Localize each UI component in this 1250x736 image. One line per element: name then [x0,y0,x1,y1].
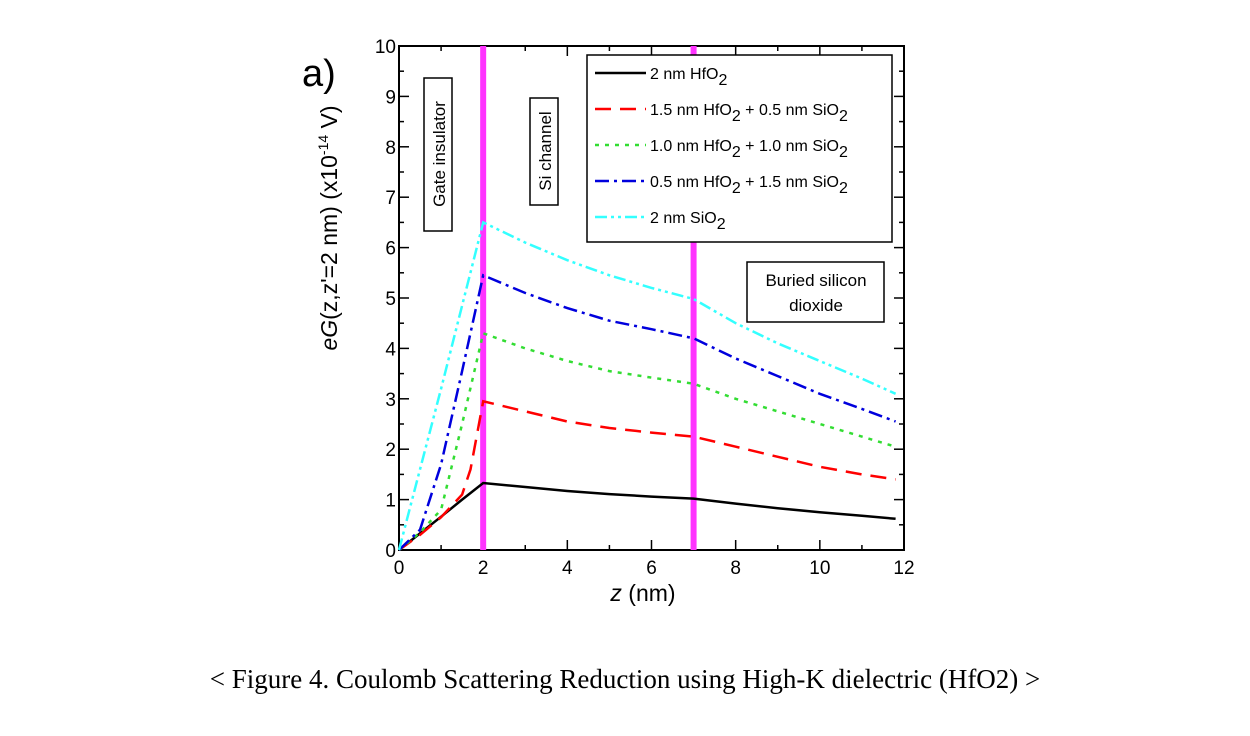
legend-text: 1.0 nm HfO [650,138,732,155]
legend-entry: 1.5 nm HfO2 + 0.5 nm SiO2 [650,102,848,125]
y-tick-label: 4 [385,339,396,360]
x-tick-label: 10 [809,558,830,579]
legend-text: 2 nm SiO [650,210,717,227]
y-tick-label: 2 [385,440,396,461]
y-tick-label: 3 [385,390,396,411]
legend-subscript: 2 [717,216,726,233]
x-tick-label: 4 [562,558,573,579]
y-axis-label-tail: V) [316,105,342,134]
series-line [398,273,897,551]
buried-oxide-label-line1: Buried silicon [765,271,866,290]
legend-text: 0.5 nm HfO [650,174,732,191]
series-line [398,399,896,552]
x-tick-label: 12 [893,558,914,579]
legend-entry: 2 nm SiO2 [650,210,726,233]
legend-text: + 0.5 nm SiO [741,102,839,119]
series-line [398,481,896,551]
y-tick-label: 1 [385,491,396,512]
y-tick-label: 8 [385,138,396,159]
legend-text: + 1.5 nm SiO [741,174,839,191]
legend-subscript: 2 [839,108,848,125]
buried-oxide-label-line2: dioxide [789,296,843,315]
y-tick-label: 9 [385,87,396,108]
legend-subscript: 2 [839,180,848,197]
legend-subscript: 2 [839,144,848,161]
legend-text: + 1.0 nm SiO [741,138,839,155]
si-channel-label: Si channel [536,111,555,190]
buried-oxide-box [746,261,885,323]
legend-entry: 1.0 nm HfO2 + 1.0 nm SiO2 [650,138,848,161]
series-line [397,220,897,551]
figure-caption: < Figure 4. Coulomb Scattering Reduction… [209,664,1041,694]
x-tick-label: 0 [394,558,405,579]
legend-entry: 0.5 nm HfO2 + 1.5 nm SiO2 [650,174,848,197]
x-axis-label-text: (nm) [622,580,676,606]
x-tick-label: 6 [646,558,657,579]
legend-subscript: 2 [732,108,741,125]
series-line [398,331,896,551]
x-tick-label: 8 [730,558,741,579]
legend-text: 2 nm HfO [650,66,718,83]
x-tick-label: 2 [478,558,489,579]
legend-subscript: 2 [732,144,741,161]
y-tick-label: 0 [385,541,396,562]
x-axis-label-italic: z [609,580,622,606]
svg-text:eG(z,z'=2 nm) (x10-14 V): eG(z,z'=2 nm) (x10-14 V) [315,105,342,350]
y-axis-label-italic: eG [316,320,342,351]
y-tick-label: 5 [385,289,396,310]
gate-insulator-label: Gate insulator [430,101,449,207]
legend-box [586,54,893,243]
legend-subscript: 2 [732,180,741,197]
x-axis-label: z (nm) [609,580,675,606]
y-axis-label: eG(z,z'=2 nm) (x10-14 V) [315,105,342,350]
legend-subscript: 2 [718,72,727,89]
y-tick-label: 10 [375,37,396,58]
panel-label: a) [302,53,336,95]
legend-entry: 2 nm HfO2 [650,66,727,89]
si-channel-box [529,97,559,206]
gate-insulator-box [423,77,453,232]
legend-text: 1.5 nm HfO [650,102,732,119]
y-axis-label-text: (z,z'=2 nm) (x10 [316,155,342,320]
y-tick-label: 7 [385,188,396,209]
y-tick-label: 6 [385,239,396,260]
y-axis-label-sup: -14 [315,135,331,155]
